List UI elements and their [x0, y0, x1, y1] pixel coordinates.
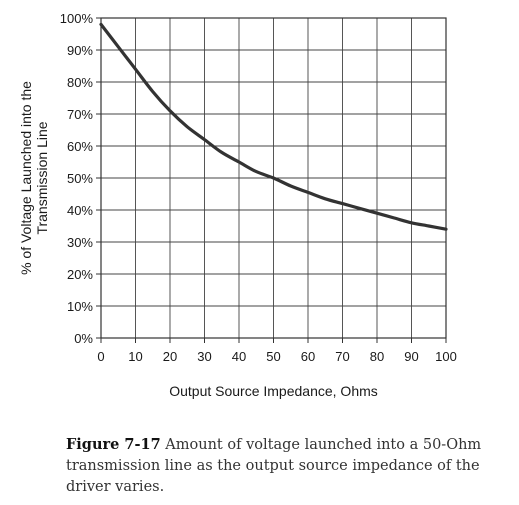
x-tick-label: 50 [266, 349, 280, 364]
y-tick-label: 30% [67, 235, 93, 250]
caption-text: Amount of voltage launched into a 50-Ohm… [66, 437, 482, 495]
y-tick-label: 100% [60, 11, 94, 26]
y-axis-ticks: 0% 10% 20% 30% 40% 50% 60% 70% 80% 90% 100% [60, 11, 101, 346]
y-tick-label: 40% [67, 203, 93, 218]
x-tick-label: 30 [197, 349, 211, 364]
x-tick-label: 40 [232, 349, 246, 364]
x-tick-label: 100 [435, 349, 457, 364]
y-tick-label: 90% [67, 43, 93, 58]
y-axis-label-line-2: Transmission Line [34, 121, 50, 234]
x-axis-ticks: 0 10 20 30 40 50 60 70 80 90 100 [97, 338, 457, 364]
x-axis-label: Output Source Impedance, Ohms [169, 383, 378, 399]
y-axis-label: % of Voltage Launched into the Transmiss… [18, 81, 50, 275]
y-tick-label: 80% [67, 75, 93, 90]
x-tick-label: 60 [301, 349, 315, 364]
y-tick-label: 60% [67, 139, 93, 154]
series-group [99, 22, 448, 231]
line-chart: 0 10 20 30 40 50 60 70 80 90 100 0% 10% 20% 30% 40% 50%… [18, 11, 457, 399]
x-tick-label: 70 [335, 349, 349, 364]
x-tick-label: 80 [370, 349, 384, 364]
figure-caption: Figure 7-17 Amount of voltage launched i… [66, 434, 486, 498]
y-tick-label: 70% [67, 107, 93, 122]
series-line-voltage-launched [99, 22, 448, 231]
y-tick-label: 10% [67, 299, 93, 314]
y-axis-label-line-1: % of Voltage Launched into the [18, 81, 34, 275]
x-tick-label: 90 [404, 349, 418, 364]
x-tick-label: 10 [128, 349, 142, 364]
x-tick-label: 0 [97, 349, 104, 364]
y-tick-label: 0% [74, 331, 93, 346]
y-tick-label: 20% [67, 267, 93, 282]
figure-label: Figure 7-17 [66, 436, 161, 453]
y-tick-label: 50% [67, 171, 93, 186]
x-tick-label: 20 [163, 349, 177, 364]
